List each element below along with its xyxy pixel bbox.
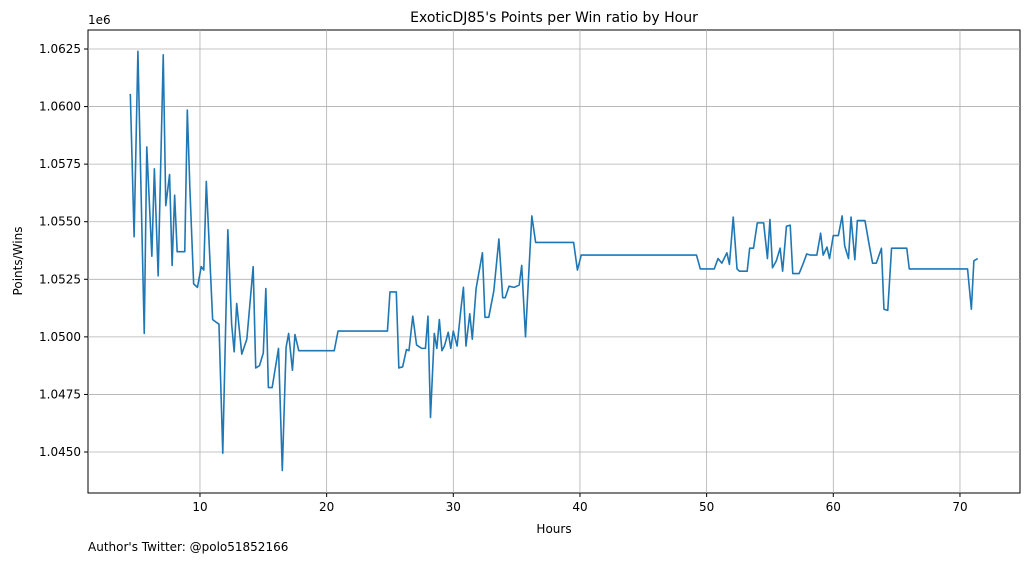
x-tick-label: 30 xyxy=(446,500,461,514)
plot-frame xyxy=(87,29,1021,494)
y-tick-label: 1.0600 xyxy=(39,100,81,114)
x-tick-label: 20 xyxy=(319,500,334,514)
data-line xyxy=(129,50,979,472)
y-tick-label: 1.0450 xyxy=(39,445,81,459)
footnote: Author's Twitter: @polo51852166 xyxy=(88,540,288,554)
y-axis-label: Points/Wins xyxy=(11,227,25,296)
y-tick-label: 1.0625 xyxy=(39,42,81,56)
y-tick-label: 1.0475 xyxy=(39,387,81,401)
y-tick-label: 1.0575 xyxy=(39,157,81,171)
x-axis-label: Hours xyxy=(536,522,571,536)
y-tick-label: 1.0525 xyxy=(39,272,81,286)
x-tick-label: 60 xyxy=(826,500,841,514)
y-tick-label: 1.0550 xyxy=(39,215,81,229)
x-tick-label: 70 xyxy=(952,500,967,514)
x-tick-label: 10 xyxy=(192,500,207,514)
y-tick-label: 1.0500 xyxy=(39,330,81,344)
x-tick-label: 40 xyxy=(572,500,587,514)
x-tick-label: 50 xyxy=(699,500,714,514)
y-offset-label: 1e6 xyxy=(88,13,111,27)
chart-title: ExoticDJ85's Points per Win ratio by Hou… xyxy=(410,10,698,26)
